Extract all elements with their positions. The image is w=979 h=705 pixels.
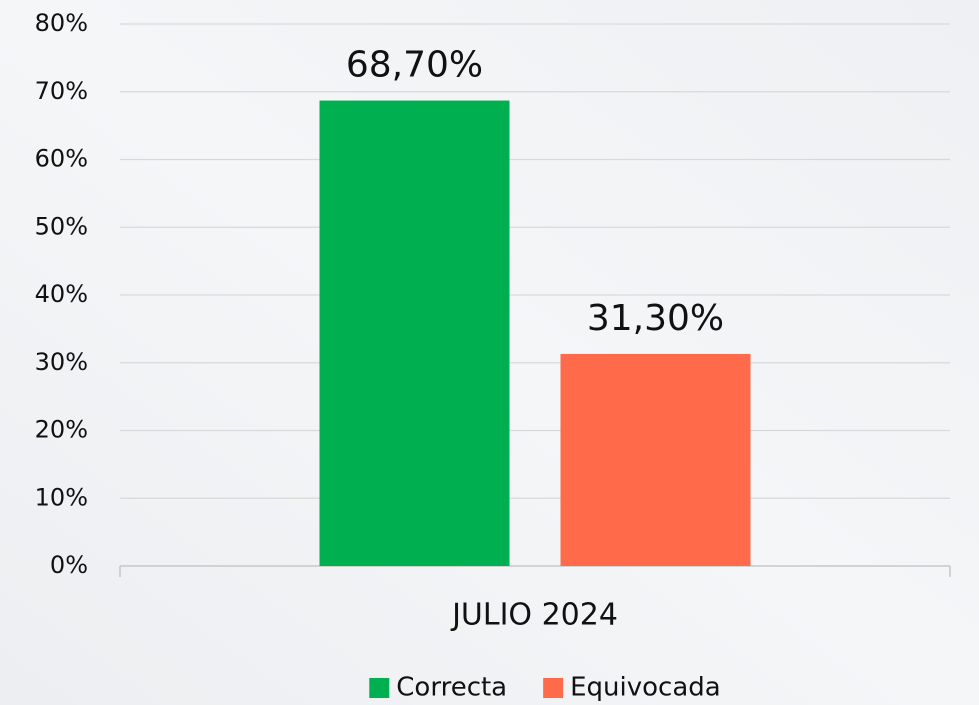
y-tick-label: 50% — [35, 212, 88, 240]
y-tick-label: 0% — [50, 551, 88, 579]
data-label: 68,70% — [346, 45, 483, 86]
y-tick-label: 30% — [35, 348, 88, 376]
legend-swatch — [543, 678, 564, 698]
y-tick-label: 40% — [35, 280, 88, 308]
y-tick-label: 20% — [35, 416, 88, 444]
y-tick-label: 80% — [35, 9, 88, 37]
x-tick-label: JULIO 2024 — [450, 598, 618, 633]
y-tick-label: 10% — [35, 483, 88, 511]
legend-label: Equivocada — [570, 673, 721, 703]
legend-label: Correcta — [396, 673, 507, 703]
legend-swatch — [369, 678, 390, 698]
bar — [560, 353, 751, 566]
y-tick-label: 70% — [35, 77, 88, 105]
data-label: 31,30% — [587, 298, 724, 339]
bar — [319, 100, 510, 567]
y-tick-label: 60% — [35, 145, 88, 173]
